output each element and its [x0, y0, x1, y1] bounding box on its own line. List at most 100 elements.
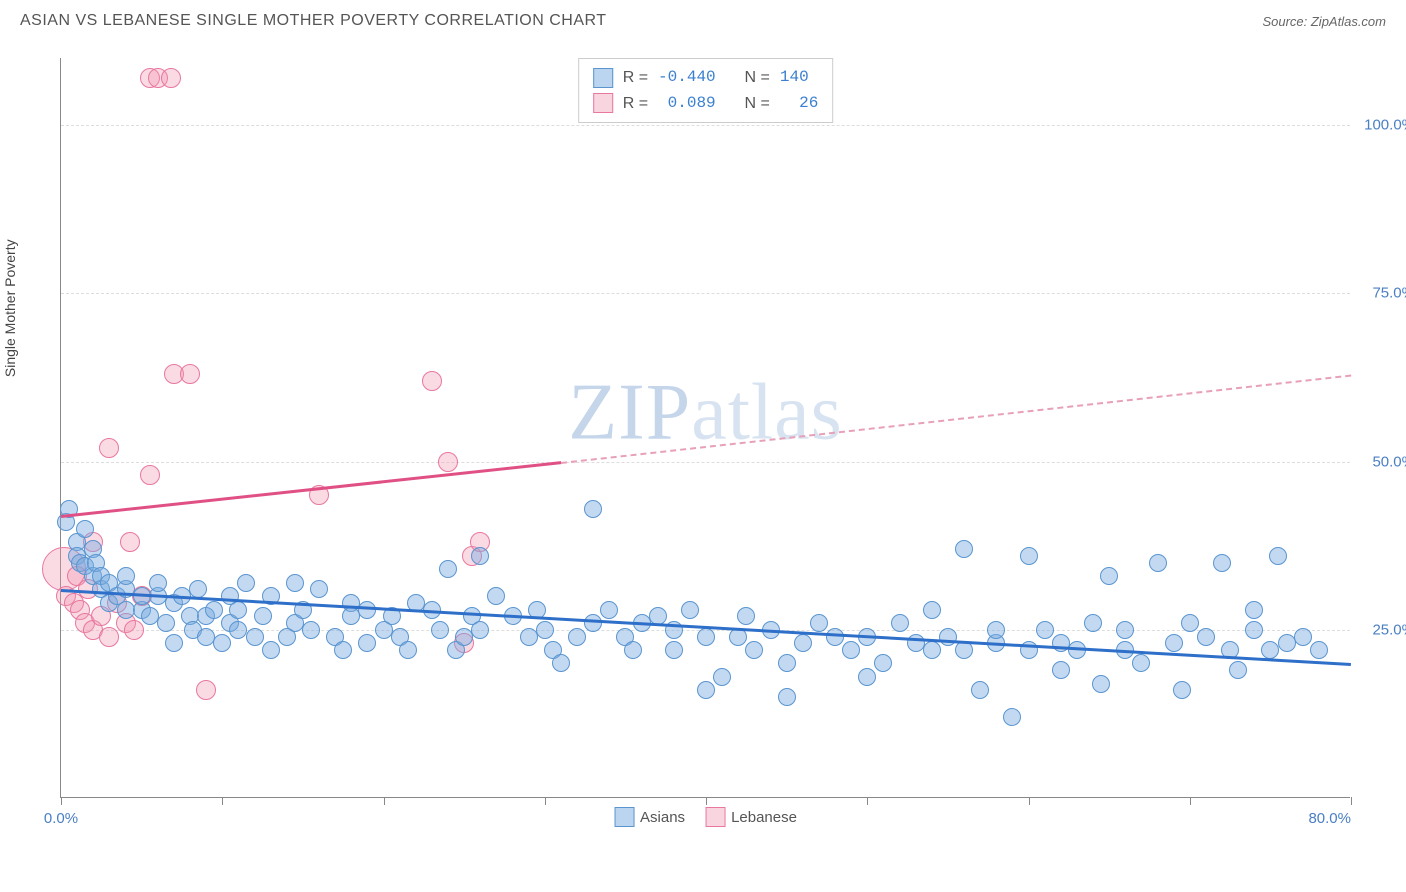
data-point — [737, 607, 755, 625]
data-point — [1165, 634, 1183, 652]
x-tick — [222, 797, 223, 805]
data-point — [745, 641, 763, 659]
y-tick-label: 75.0% — [1372, 285, 1406, 302]
x-tick — [1190, 797, 1191, 805]
data-point — [254, 607, 272, 625]
data-point — [584, 614, 602, 632]
data-point — [471, 621, 489, 639]
watermark: ZIPatlas — [568, 367, 843, 458]
data-point — [1084, 614, 1102, 632]
data-point — [568, 628, 586, 646]
data-point — [1181, 614, 1199, 632]
data-point — [1020, 547, 1038, 565]
source-attribution: Source: ZipAtlas.com — [1262, 14, 1386, 29]
data-point — [1173, 681, 1191, 699]
data-point — [310, 580, 328, 598]
x-tick-label: 80.0% — [1308, 810, 1351, 827]
data-point — [196, 680, 216, 700]
data-point — [624, 641, 642, 659]
n-value-lebanese: 26 — [780, 91, 818, 117]
data-point — [713, 668, 731, 686]
data-point — [422, 371, 442, 391]
data-point — [431, 621, 449, 639]
data-point — [358, 634, 376, 652]
x-tick — [1351, 797, 1352, 805]
legend-item-asian: Asians — [614, 807, 685, 827]
data-point — [1036, 621, 1054, 639]
data-point — [584, 500, 602, 518]
data-point — [971, 681, 989, 699]
series-legend: Asians Lebanese — [614, 807, 797, 827]
data-point — [858, 668, 876, 686]
data-point — [76, 520, 94, 538]
x-tick-label: 0.0% — [44, 810, 78, 827]
data-point — [600, 601, 618, 619]
data-point — [923, 601, 941, 619]
data-point — [536, 621, 554, 639]
data-point — [1213, 554, 1231, 572]
data-point — [161, 68, 181, 88]
data-point — [120, 532, 140, 552]
x-tick — [61, 797, 62, 805]
data-point — [810, 614, 828, 632]
data-point — [1092, 675, 1110, 693]
trend-line — [61, 462, 561, 519]
data-point — [1052, 661, 1070, 679]
data-point — [1245, 601, 1263, 619]
y-tick-label: 50.0% — [1372, 453, 1406, 470]
data-point — [1229, 661, 1247, 679]
data-point — [117, 567, 135, 585]
chart-container: Single Mother Poverty ZIPatlas R = -0.44… — [20, 38, 1386, 838]
data-point — [1116, 621, 1134, 639]
swatch-asian — [593, 68, 613, 88]
data-point — [302, 621, 320, 639]
data-point — [229, 601, 247, 619]
data-point — [923, 641, 941, 659]
data-point — [955, 540, 973, 558]
data-point — [697, 681, 715, 699]
x-tick — [1029, 797, 1030, 805]
trend-line — [561, 374, 1351, 463]
y-axis-label: Single Mother Poverty — [2, 239, 18, 377]
data-point — [1245, 621, 1263, 639]
gridline — [61, 293, 1350, 294]
data-point — [681, 601, 699, 619]
data-point — [1269, 547, 1287, 565]
x-tick — [706, 797, 707, 805]
data-point — [157, 614, 175, 632]
data-point — [399, 641, 417, 659]
correlation-legend: R = -0.440 N = 140 R = 0.089 N = 26 — [578, 58, 834, 123]
data-point — [334, 641, 352, 659]
data-point — [205, 601, 223, 619]
y-tick-label: 25.0% — [1372, 621, 1406, 638]
plot-area: ZIPatlas R = -0.440 N = 140 R = 0.089 N … — [60, 58, 1350, 798]
data-point — [99, 627, 119, 647]
data-point — [665, 641, 683, 659]
data-point — [124, 620, 144, 640]
data-point — [778, 688, 796, 706]
data-point — [552, 654, 570, 672]
swatch-lebanese — [593, 93, 613, 113]
data-point — [891, 614, 909, 632]
x-tick — [384, 797, 385, 805]
data-point — [1197, 628, 1215, 646]
chart-title: ASIAN VS LEBANESE SINGLE MOTHER POVERTY … — [20, 12, 607, 30]
legend-row-asian: R = -0.440 N = 140 — [593, 65, 819, 91]
r-value-lebanese: 0.089 — [658, 91, 716, 117]
swatch-asian-icon — [614, 807, 634, 827]
data-point — [439, 560, 457, 578]
x-tick — [867, 797, 868, 805]
data-point — [180, 364, 200, 384]
n-value-asian: 140 — [780, 65, 809, 91]
legend-item-lebanese: Lebanese — [705, 807, 797, 827]
data-point — [842, 641, 860, 659]
data-point — [1149, 554, 1167, 572]
data-point — [149, 574, 167, 592]
gridline — [61, 462, 1350, 463]
data-point — [1294, 628, 1312, 646]
data-point — [987, 621, 1005, 639]
data-point — [487, 587, 505, 605]
x-tick — [545, 797, 546, 805]
legend-row-lebanese: R = 0.089 N = 26 — [593, 91, 819, 117]
data-point — [1310, 641, 1328, 659]
